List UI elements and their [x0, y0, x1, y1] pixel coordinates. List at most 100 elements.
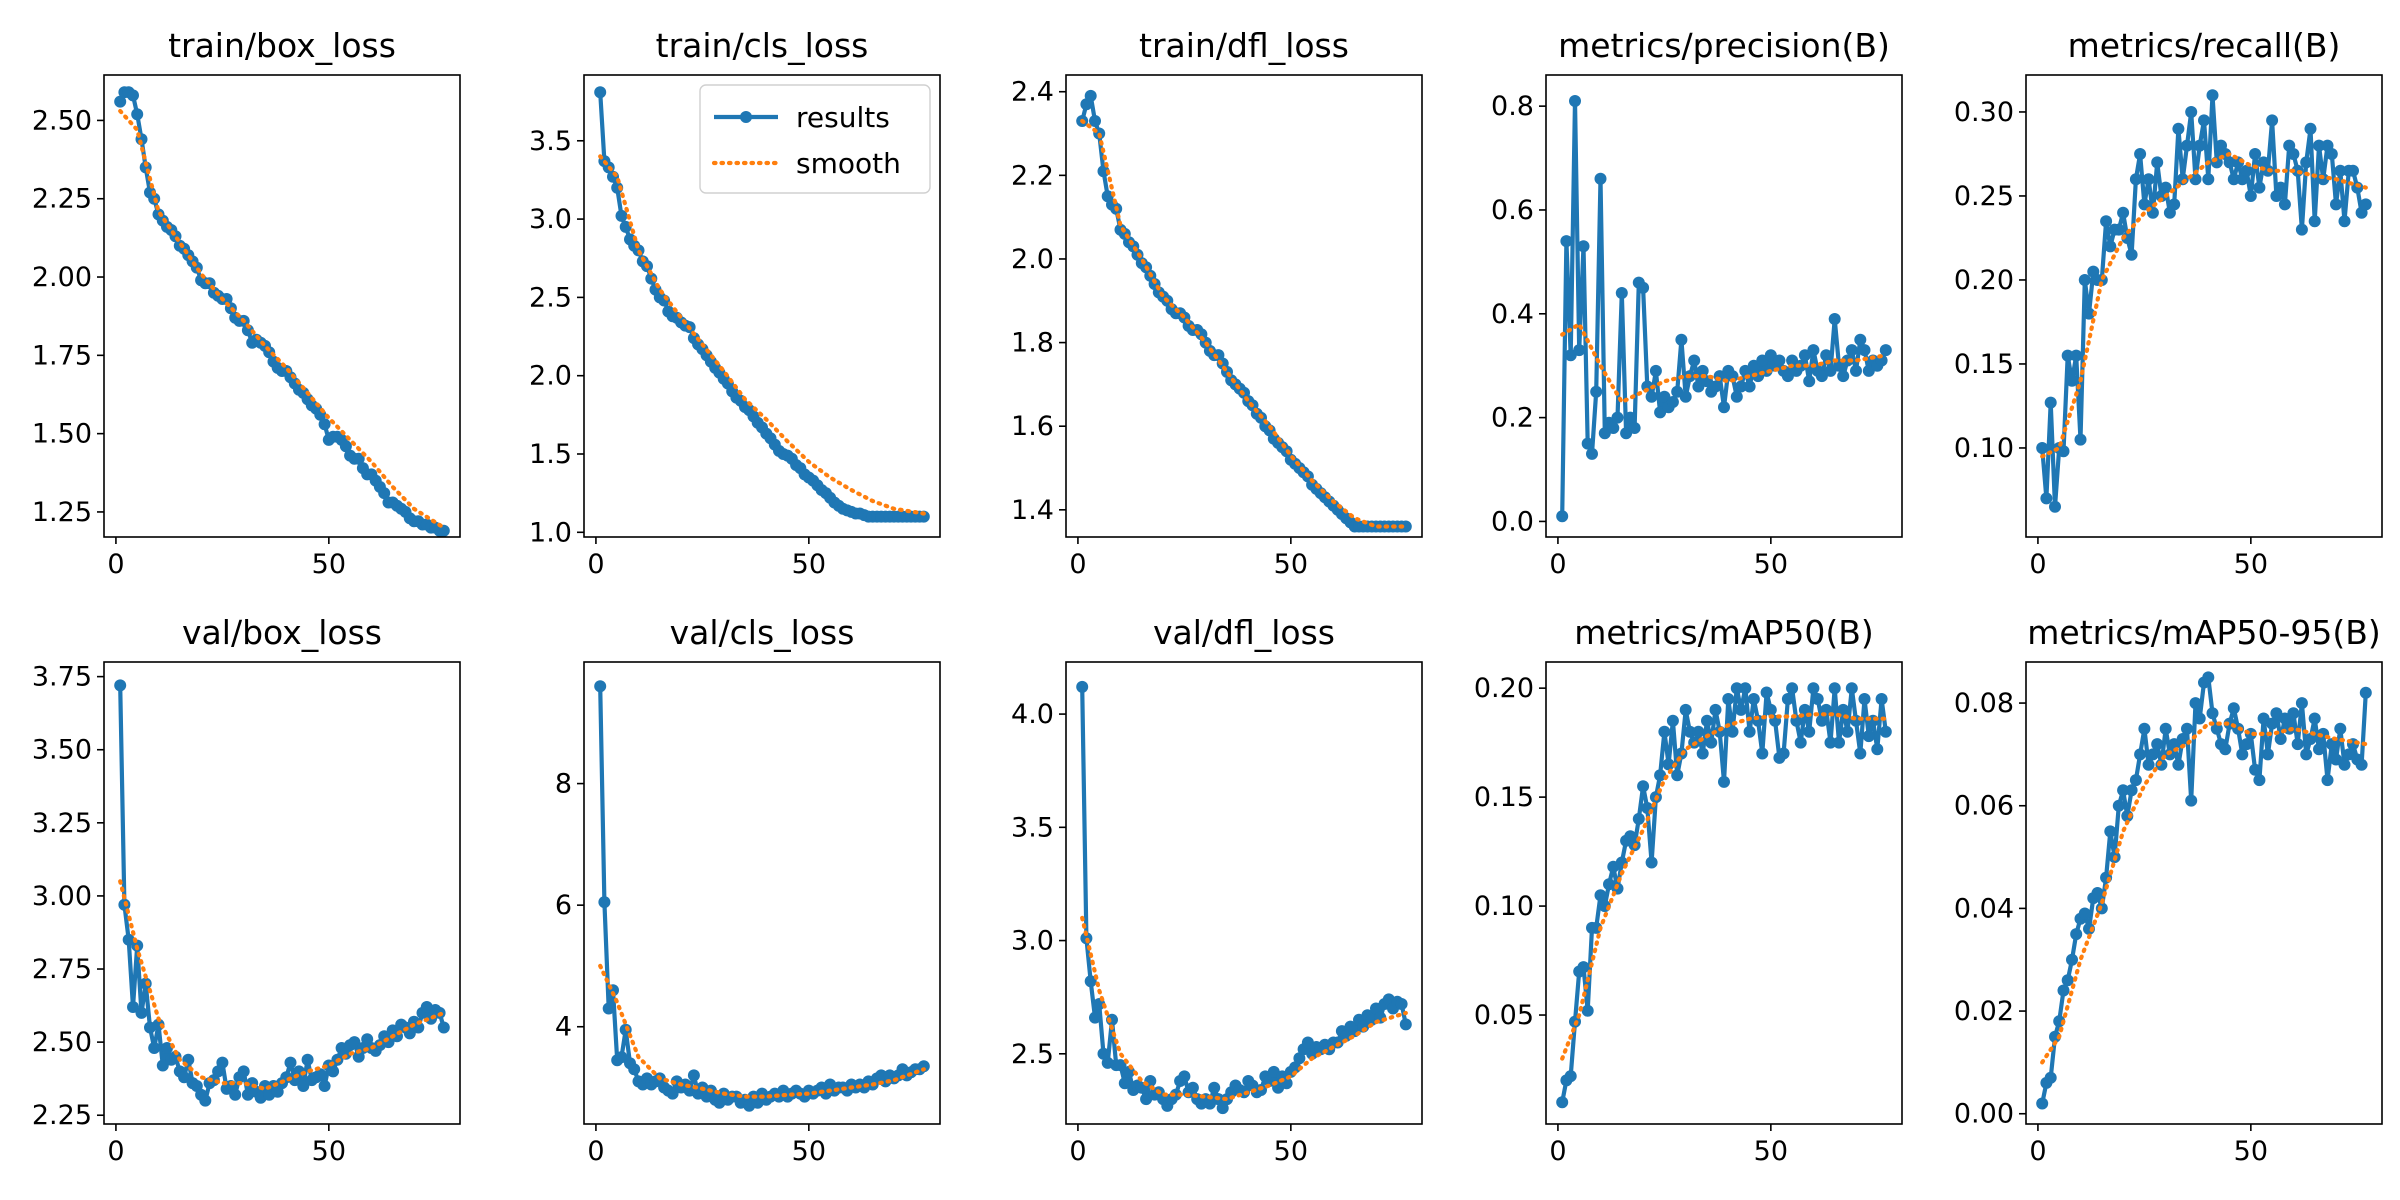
x-tick-label: 0 — [1069, 1136, 1086, 1167]
results-point — [114, 95, 127, 108]
results-point — [1718, 401, 1730, 414]
results-point — [1675, 333, 1688, 346]
results-point — [339, 440, 352, 453]
y-tick-label: 1.4 — [1011, 495, 1054, 526]
smooth-line — [1080, 118, 1408, 529]
results-point — [2338, 215, 2351, 228]
results-point — [1594, 172, 1607, 185]
results-point — [2274, 181, 2287, 194]
results-point — [2287, 707, 2300, 720]
subplot-0: train/box_loss 1.25 1.50 1.75 2.00 2.25 2.50 0 5… — [32, 26, 461, 580]
y-tick-label: 0.10 — [1474, 891, 1534, 922]
results-point — [2172, 758, 2185, 771]
results-point — [1845, 682, 1858, 695]
y-tick-label: 0.06 — [1954, 791, 2014, 822]
results-point — [2078, 907, 2091, 920]
results-point — [1807, 344, 1820, 357]
results-point — [2253, 181, 2266, 194]
x-tick-label: 0 — [1069, 549, 1086, 580]
smooth-line — [118, 879, 446, 1092]
results-point — [237, 1065, 250, 1078]
results-point — [1581, 437, 1594, 450]
y-tick-label: 0.25 — [1954, 181, 2014, 212]
results-point — [2181, 722, 2193, 735]
subplot-4: metrics/recall(B) 0.10 0.15 0.20 0.25 0.30 0 50 — [1954, 26, 2383, 580]
results-point — [2325, 148, 2338, 160]
results-point — [1637, 780, 1650, 793]
results-point — [1815, 714, 1828, 727]
y-tick-label: 4 — [555, 1012, 572, 1043]
results-point — [1114, 1059, 1127, 1072]
legend-entry-smooth: smooth — [796, 147, 901, 180]
results-point — [1688, 354, 1701, 367]
results-point — [2274, 733, 2287, 745]
results-point — [199, 1094, 212, 1107]
results-point — [1089, 115, 1101, 127]
y-tick-label: 1.6 — [1011, 411, 1054, 442]
results-point — [2185, 794, 2198, 807]
results-point — [2308, 215, 2321, 228]
results-line — [1560, 98, 1888, 517]
results-point — [1654, 769, 1667, 782]
results-point — [2193, 139, 2206, 152]
x-tick-label: 50 — [312, 549, 346, 580]
results-point — [1764, 703, 1777, 716]
plot-area — [1076, 680, 1412, 1115]
results-point — [135, 1006, 148, 1019]
results-point — [2266, 114, 2279, 127]
results-point — [301, 1053, 314, 1066]
results-point — [1803, 725, 1816, 738]
results-point — [2112, 223, 2125, 236]
subplot-3: metrics/precision(B) 0.0 0.2 0.4 0.6 0.8 0 50 — [1491, 26, 1903, 580]
results-point — [2325, 738, 2338, 751]
x-tick-label: 0 — [587, 1136, 604, 1167]
y-tick-label: 3.25 — [32, 808, 92, 839]
results-point — [1854, 333, 1867, 346]
results-point — [1739, 682, 1752, 695]
y-tick-label: 3.75 — [32, 662, 92, 693]
results-point — [2313, 139, 2325, 152]
results-point — [1837, 370, 1850, 383]
y-tick-label: 1.8 — [1011, 328, 1054, 359]
results-point — [2253, 774, 2266, 787]
results-point — [2198, 114, 2210, 127]
subplot-title: val/dfl_loss — [1153, 613, 1335, 652]
results-point — [2036, 442, 2049, 454]
subplot-9: metrics/mAP50-95(B) 0.00 0.02 0.04 0.06 0.08 0… — [1954, 613, 2383, 1167]
x-tick-label: 0 — [2029, 549, 2046, 580]
results-point — [2334, 164, 2347, 177]
results-point — [1594, 889, 1607, 902]
x-tick-label: 50 — [1754, 1136, 1788, 1167]
results-point — [2181, 139, 2193, 152]
results-point — [2125, 248, 2138, 261]
results-point — [1683, 725, 1696, 738]
subplot-title: metrics/recall(B) — [2068, 26, 2341, 65]
results-point — [318, 1080, 331, 1092]
results-point — [1879, 344, 1892, 357]
y-tick-label: 0.30 — [1954, 97, 2014, 128]
results-point — [2321, 774, 2334, 787]
results-point — [2057, 445, 2070, 458]
results-point — [131, 108, 144, 121]
smooth-line — [598, 154, 926, 516]
results-point — [1841, 354, 1854, 367]
results-point — [1399, 520, 1412, 533]
legend: results smooth — [699, 84, 931, 194]
results-point — [437, 1021, 450, 1034]
x-tick-label: 50 — [1274, 549, 1308, 580]
results-point — [1577, 961, 1590, 974]
results-point — [1186, 1081, 1199, 1094]
results-point — [2347, 164, 2359, 177]
results-point — [2074, 433, 2087, 446]
results-point — [2159, 181, 2172, 194]
results-point — [1845, 344, 1858, 357]
results-point — [2049, 500, 2061, 513]
results-point — [1097, 1047, 1110, 1060]
results-point — [1773, 354, 1786, 367]
results-point — [1777, 747, 1790, 760]
results-point — [2313, 743, 2325, 756]
results-point — [2044, 396, 2057, 409]
results-point — [628, 1063, 641, 1076]
results-point — [2240, 738, 2253, 751]
results-point — [1089, 1011, 1101, 1024]
